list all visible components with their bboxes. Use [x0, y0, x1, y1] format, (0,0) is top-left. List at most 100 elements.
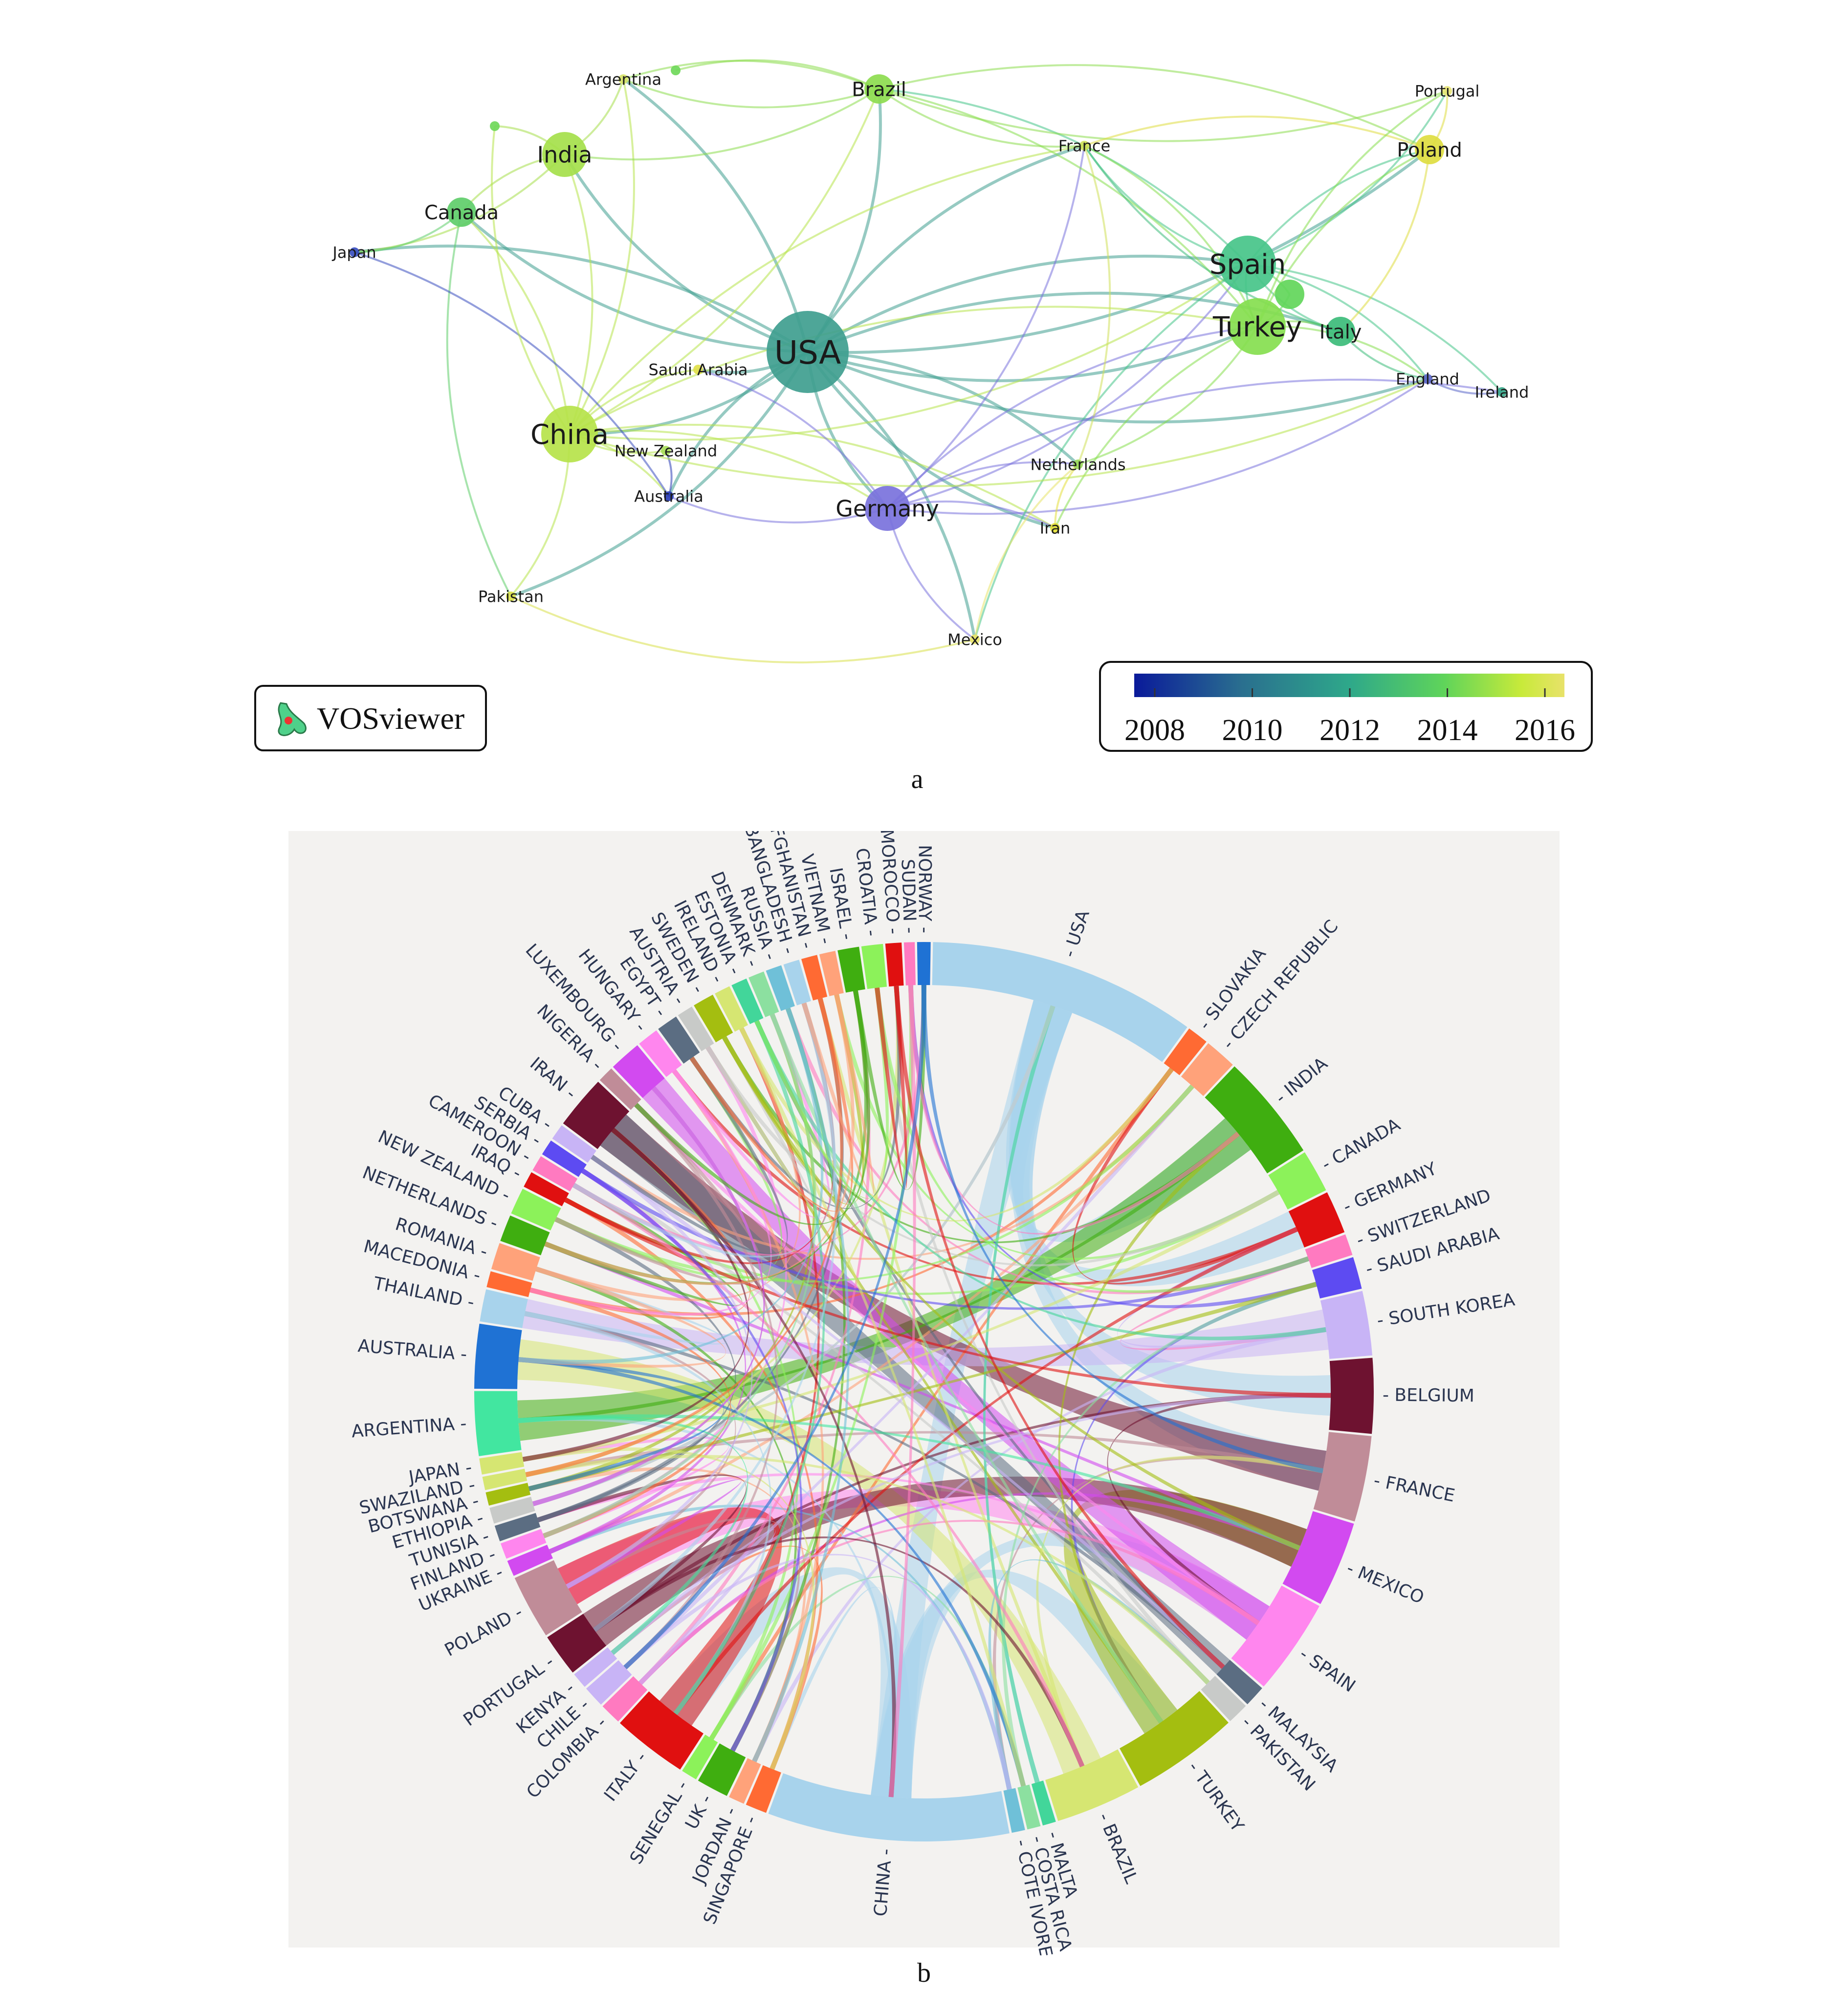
chord-arc-ireland[interactable] [715, 986, 748, 1032]
node-australia[interactable]: Australia [634, 487, 704, 506]
chord-arc-macedonia[interactable] [486, 1271, 532, 1297]
chord-arc-colombia[interactable] [602, 1676, 648, 1722]
chord-arc-singapore[interactable] [746, 1765, 781, 1813]
chord-arc-uk[interactable] [698, 1743, 746, 1796]
chord-arc-ethiopia[interactable] [489, 1496, 535, 1524]
chord-arc-bangladesh[interactable] [783, 960, 811, 1006]
chord-arc-new-zealand[interactable] [511, 1188, 561, 1231]
chord-arc-senegal[interactable] [682, 1734, 718, 1780]
chord-arc-usa[interactable] [932, 942, 1188, 1062]
node-india[interactable]: India [537, 132, 593, 177]
node-poland[interactable]: Poland [1397, 135, 1462, 164]
chord-arc-botswana[interactable] [485, 1483, 531, 1506]
chord-arc-mexico[interactable] [1282, 1511, 1354, 1604]
chord-arc-sudan[interactable] [903, 942, 916, 986]
node-netherlands[interactable]: Netherlands [1030, 456, 1125, 474]
chord-arc-nigeria[interactable] [599, 1068, 641, 1110]
network-link-usa-netherlands [807, 350, 1079, 466]
chord-arc-jordan[interactable] [728, 1758, 761, 1804]
chord-arc-iran[interactable] [563, 1081, 630, 1149]
node-unl3[interactable] [1275, 280, 1304, 309]
chord-arc-tunisia[interactable] [494, 1513, 541, 1541]
chord-arc-china[interactable] [768, 1773, 1010, 1841]
node-saudiarabia[interactable]: Saudi Arabia [648, 361, 748, 379]
chord-arc-japan[interactable] [479, 1452, 525, 1475]
node-unl1[interactable] [490, 121, 500, 131]
chord-arc-south-korea[interactable] [1320, 1291, 1372, 1359]
node-pakistan[interactable]: Pakistan [478, 588, 544, 606]
chord-arc-swaziland[interactable] [482, 1468, 528, 1490]
chord-arc-india[interactable] [1205, 1066, 1304, 1174]
chord-arc-hungary[interactable] [639, 1030, 682, 1077]
chord-arc-serbia[interactable] [542, 1140, 587, 1177]
node-italy[interactable]: Italy [1320, 317, 1362, 346]
node-france[interactable]: France [1058, 137, 1110, 155]
node-ireland[interactable]: Ireland [1475, 383, 1529, 402]
node-unl2[interactable] [671, 66, 681, 75]
chord-arc-kenya[interactable] [574, 1647, 617, 1687]
chord-arc-spain[interactable] [1231, 1585, 1320, 1686]
chord-arc-pakistan[interactable] [1201, 1676, 1246, 1721]
chord-arc-cuba[interactable] [552, 1125, 596, 1163]
chord-arc-sweden[interactable] [694, 994, 733, 1043]
chord-arc-france[interactable] [1313, 1432, 1372, 1522]
node-canada[interactable]: Canada [424, 197, 499, 227]
chord-arc-portugal[interactable] [547, 1614, 607, 1673]
chord-arc-luxembourg[interactable] [613, 1045, 665, 1098]
chord-arc-morocco[interactable] [885, 942, 904, 987]
chord-arc-thailand[interactable] [480, 1289, 528, 1328]
chord-arc-israel[interactable] [837, 946, 865, 993]
node-brazil[interactable]: Brazil [852, 74, 906, 104]
chord-arc-malta[interactable] [1031, 1780, 1056, 1826]
chord-arc-cameroon[interactable] [532, 1156, 578, 1192]
node-argentina[interactable]: Argentina [585, 70, 661, 89]
chord-arc-finland[interactable] [500, 1529, 547, 1559]
chord-arc-chile[interactable] [586, 1660, 632, 1705]
node-germany[interactable]: Germany [836, 486, 939, 531]
network-link-pakistan-mexico [510, 595, 975, 664]
vosviewer-logo: VOSviewer [254, 685, 487, 751]
chord-arc-brazil[interactable] [1045, 1749, 1139, 1821]
node-iran[interactable]: Iran [1040, 519, 1070, 538]
chord-arc-italy[interactable] [619, 1691, 704, 1770]
chord-arc-egypt[interactable] [658, 1016, 700, 1064]
chord-arc-malaysia[interactable] [1216, 1660, 1262, 1705]
chord-arc-slovakia[interactable] [1164, 1028, 1207, 1075]
chord-arc-afghanistan[interactable] [801, 955, 828, 1001]
node-japan[interactable]: Japan [331, 243, 376, 262]
chord-arc-costa-rica[interactable] [1017, 1784, 1041, 1830]
chord-arc-denmark[interactable] [748, 971, 779, 1017]
chord-arc-australia[interactable] [474, 1323, 522, 1389]
chord-arc-czech-republic[interactable] [1181, 1043, 1233, 1096]
chord-arc-argentina[interactable] [474, 1391, 522, 1456]
node-newzealand[interactable]: New Zealand [615, 442, 717, 460]
node-usa[interactable]: USA [767, 311, 849, 393]
chord-arc-canada[interactable] [1268, 1152, 1326, 1210]
chord-arc-belgium[interactable] [1329, 1358, 1374, 1434]
chord-arc-saudi-arabia[interactable] [1312, 1257, 1362, 1299]
chord-arc-russia[interactable] [766, 965, 795, 1011]
chord-arc-turkey[interactable] [1120, 1691, 1229, 1786]
chord-arc-croatia[interactable] [861, 943, 887, 989]
node-mexico[interactable]: Mexico [947, 631, 1002, 649]
chord-arc-germany[interactable] [1288, 1192, 1345, 1248]
chord-arc-cote-ivore[interactable] [1003, 1788, 1025, 1833]
chord-arc-ukraine[interactable] [507, 1544, 553, 1576]
node-england[interactable]: England [1396, 370, 1459, 389]
chord-ribbon-vietnam-netherlands [544, 994, 855, 1285]
chord-arc-austria[interactable] [678, 1007, 714, 1051]
node-china[interactable]: China [530, 406, 609, 462]
chord-arc-vietnam[interactable] [819, 951, 844, 996]
chord-arc-poland[interactable] [514, 1560, 582, 1636]
node-france-label: France [1058, 137, 1110, 155]
chord-arc-norway[interactable] [917, 942, 931, 986]
chord-arc-switzerland[interactable] [1305, 1234, 1353, 1268]
chord-arc-netherlands[interactable] [500, 1215, 550, 1255]
node-spain[interactable]: Spain [1210, 236, 1286, 292]
node-portugal[interactable]: Portugal [1415, 82, 1480, 101]
chord-arc-iraq[interactable] [524, 1172, 569, 1206]
chord-arc-estonia[interactable] [731, 978, 764, 1025]
chord-arc-romania[interactable] [491, 1243, 540, 1281]
network-link-usa-argentina [622, 78, 809, 352]
node-turkey[interactable]: Turkey [1212, 298, 1302, 355]
